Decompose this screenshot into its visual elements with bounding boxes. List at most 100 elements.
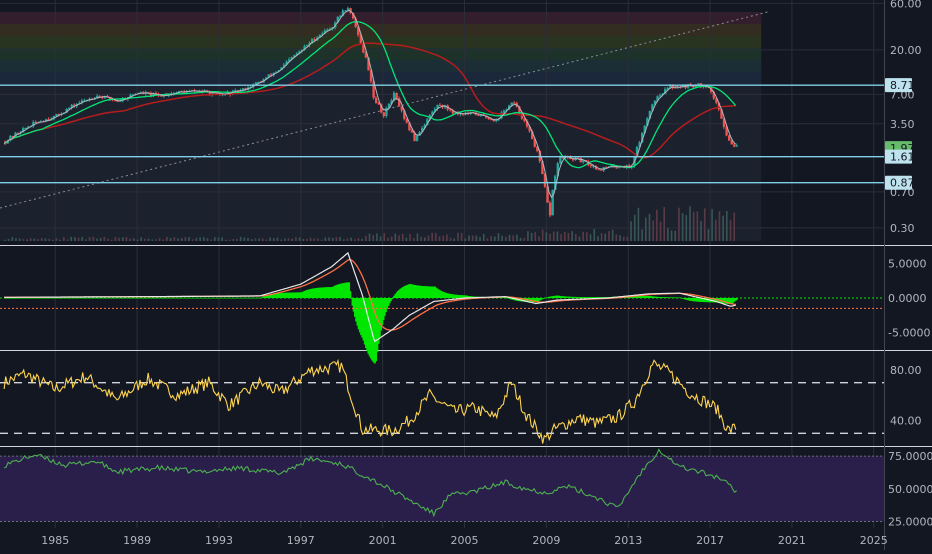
candle-body — [531, 131, 534, 140]
volume-bar — [457, 232, 459, 241]
macd-hist-bar — [269, 294, 272, 298]
macd-hist-bar — [333, 286, 336, 298]
macd-hist-bar — [217, 297, 220, 299]
candle-body — [27, 126, 30, 128]
macd-hist-bar — [534, 298, 537, 303]
macd-hist-bar — [631, 296, 634, 298]
macd-hist-bar — [102, 297, 105, 299]
volume-bar — [505, 236, 507, 241]
macd-hist-bar — [430, 286, 433, 298]
candle-body — [664, 89, 667, 94]
macd-tick-label: 5.0000 — [888, 257, 927, 270]
volume-bar — [578, 236, 581, 241]
macd-hist-bar — [368, 298, 371, 357]
volume-bar — [479, 237, 481, 241]
candle-body — [377, 103, 380, 105]
candle-body — [656, 96, 659, 101]
volume-bar — [453, 238, 456, 241]
macd-hist-bar — [230, 297, 233, 299]
volume-bar — [280, 239, 282, 241]
macd-hist-bar — [694, 298, 697, 302]
macd-hist-bar — [642, 296, 645, 298]
price-band — [0, 72, 762, 84]
candle-body — [513, 102, 516, 104]
macd-hist-bar — [299, 292, 303, 298]
macd-hist-bar — [317, 287, 320, 298]
macd-hist-bar — [602, 297, 605, 298]
candle-body — [403, 110, 406, 119]
candle-body — [643, 125, 646, 134]
volume-bar — [589, 234, 592, 241]
macd-hist-bar — [302, 291, 305, 298]
candle-body — [730, 140, 733, 145]
macd-hist-bar — [678, 297, 681, 299]
candle-body — [32, 122, 35, 127]
volume-bar — [228, 239, 231, 241]
macd-hist-bar — [314, 288, 317, 298]
macd-hist-bar — [137, 297, 141, 299]
macd-hist-bar — [275, 293, 278, 298]
price-tag-box — [885, 78, 912, 93]
volume-bar — [523, 237, 526, 241]
macd-hist-bar — [431, 286, 434, 298]
volume-bar — [306, 238, 308, 241]
volume-bar — [48, 238, 50, 241]
macd-hist-bar — [381, 298, 384, 325]
macd-hist-bar — [387, 298, 390, 306]
macd-hist-bar — [158, 297, 161, 299]
candle-body — [405, 118, 409, 123]
volume-bar — [416, 233, 419, 241]
macd-hist-bar — [209, 297, 212, 299]
candle-body — [351, 12, 355, 19]
macd-hist-bar — [355, 298, 358, 322]
macd-hist-bar — [462, 295, 465, 298]
candle-body — [666, 87, 669, 90]
candle-body — [438, 104, 442, 106]
macd-hist-bar — [658, 296, 661, 298]
macd-hist-bar — [258, 297, 261, 299]
price-tag: 1.61 — [885, 149, 915, 164]
macd-hist-bar — [264, 295, 267, 298]
volume-bar — [158, 238, 161, 241]
macd-hist-bar — [696, 298, 699, 302]
macd-hist-bar — [304, 290, 308, 298]
volume-bar — [552, 231, 555, 241]
candle-body — [9, 135, 12, 141]
macd-hist-bar — [427, 286, 430, 298]
macd-hist-bar — [593, 297, 596, 298]
macd-hist-bar — [142, 297, 146, 299]
volume-bar — [582, 231, 584, 241]
volume-bar — [29, 238, 32, 241]
macd-hist-bar — [77, 297, 80, 299]
x-tick-label: 1993 — [205, 534, 233, 547]
macd-hist-bar — [352, 298, 355, 312]
osc-tick-label: 25.0000 — [888, 515, 932, 528]
volume-bar — [460, 232, 463, 241]
macd-hist-bar — [703, 298, 707, 303]
rsi-y-axis: 80.00 40.00 — [890, 364, 922, 428]
macd-hist-bar — [687, 298, 691, 301]
candle-body — [300, 49, 304, 52]
macd-hist-bar — [93, 297, 96, 299]
macd-hist-bar — [330, 287, 333, 298]
candle-body — [551, 189, 554, 216]
volume-bar — [85, 239, 87, 241]
candle-body — [270, 74, 273, 76]
macd-hist-bar — [394, 293, 397, 298]
macd-hist-bar — [417, 285, 421, 298]
macd-hist-bar — [365, 298, 368, 349]
volume-bar — [633, 214, 636, 241]
macd-hist-bar — [422, 286, 425, 298]
macd-hist-bar — [318, 287, 321, 298]
macd-hist-bar — [396, 291, 400, 298]
volume-bar — [74, 237, 76, 241]
volume-bar — [681, 213, 684, 241]
volume-bar — [136, 239, 139, 241]
candle-body — [321, 33, 324, 35]
volume-bar — [33, 238, 36, 241]
macd-hist-bar — [562, 296, 565, 298]
macd-hist-bar — [118, 297, 121, 299]
macd-hist-bar — [464, 295, 467, 298]
candle-body — [96, 95, 99, 99]
volume-bar — [493, 236, 496, 241]
